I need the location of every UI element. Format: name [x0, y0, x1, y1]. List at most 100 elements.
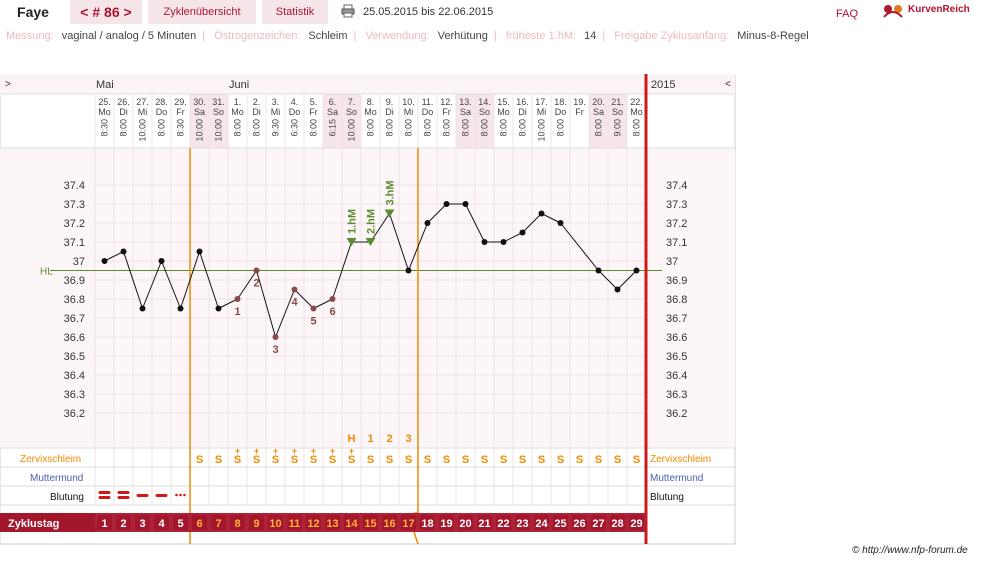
bleeding-heavy[interactable]: [117, 496, 130, 499]
temp-point[interactable]: [253, 267, 260, 274]
zervix-value[interactable]: S: [234, 454, 241, 466]
cycle-day-cell[interactable]: [171, 513, 190, 532]
tab-statistik[interactable]: Statistik: [262, 0, 328, 24]
zervix-value[interactable]: S: [367, 454, 374, 466]
cycle-day-cell[interactable]: [456, 513, 475, 532]
temp-point[interactable]: [557, 220, 564, 226]
zervix-value[interactable]: S: [614, 454, 621, 466]
temp-point[interactable]: [177, 305, 184, 312]
temp-point[interactable]: [424, 220, 431, 226]
bleeding-medium[interactable]: [136, 494, 149, 497]
nav-next-button[interactable]: <: [725, 79, 731, 90]
temp-point[interactable]: [500, 239, 507, 245]
tab-zyklenuebersicht[interactable]: Zyklenübersicht: [148, 0, 256, 24]
zervix-value[interactable]: S: [291, 454, 298, 466]
cycle-day-cell[interactable]: [513, 513, 532, 532]
zervix-value[interactable]: S: [329, 454, 336, 466]
printer-icon[interactable]: [341, 4, 355, 18]
zervix-value[interactable]: S: [386, 454, 393, 466]
cycle-day-cell[interactable]: [228, 513, 247, 532]
zervix-value[interactable]: S: [348, 454, 355, 466]
zervix-value[interactable]: S: [215, 454, 222, 466]
zervix-value[interactable]: S: [557, 454, 564, 466]
cycle-day-cell[interactable]: [247, 513, 266, 532]
cycle-selector[interactable]: < # 86 >: [70, 0, 142, 24]
zervix-plus-mark: +: [273, 446, 278, 456]
temp-point[interactable]: [310, 305, 317, 312]
cycle-day-cell[interactable]: [342, 513, 361, 532]
cycle-day-cell[interactable]: [152, 513, 171, 532]
cycle-day-cell[interactable]: [418, 513, 437, 532]
cycle-day-cell[interactable]: [133, 513, 152, 532]
zervix-value[interactable]: S: [424, 454, 431, 466]
cycle-day-cell[interactable]: [437, 513, 456, 532]
temp-point[interactable]: [443, 201, 450, 207]
faq-link[interactable]: FAQ: [836, 8, 859, 20]
cycle-day-cell[interactable]: [304, 513, 323, 532]
bleeding-light[interactable]: [175, 493, 178, 497]
zervix-value[interactable]: S: [500, 454, 507, 466]
zervix-value[interactable]: S: [310, 454, 317, 466]
bleeding-heavy[interactable]: [98, 496, 111, 499]
bleeding-light[interactable]: [179, 493, 182, 497]
zervix-value[interactable]: S: [538, 454, 545, 466]
cycle-day-cell[interactable]: [380, 513, 399, 532]
zervix-value[interactable]: S: [633, 454, 640, 466]
bleeding-heavy[interactable]: [117, 491, 130, 494]
cycle-day-cell[interactable]: [361, 513, 380, 532]
cycle-day-cell[interactable]: [190, 513, 209, 532]
cycle-day-cell[interactable]: [114, 513, 133, 532]
cycle-day-cell[interactable]: [589, 513, 608, 532]
temp-point[interactable]: [462, 201, 469, 207]
zervix-value[interactable]: S: [595, 454, 602, 466]
temp-point[interactable]: [405, 267, 412, 274]
temp-point[interactable]: [291, 286, 298, 293]
cycle-day-cell[interactable]: [95, 513, 114, 532]
temp-point[interactable]: [158, 258, 165, 264]
cycle-day-cell[interactable]: [323, 513, 342, 532]
bleeding-heavy[interactable]: [98, 491, 111, 494]
cycle-day-cell[interactable]: [608, 513, 627, 532]
nav-prev-button[interactable]: >: [5, 79, 11, 90]
temp-point[interactable]: [120, 248, 127, 255]
zervix-value[interactable]: S: [481, 454, 488, 466]
cycle-day-cell[interactable]: [551, 513, 570, 532]
cycle-day-cell[interactable]: [494, 513, 513, 532]
cycle-day-cell[interactable]: [266, 513, 285, 532]
zervix-value[interactable]: S: [443, 454, 450, 466]
zervix-value[interactable]: S: [253, 454, 260, 466]
temp-point[interactable]: [215, 305, 222, 312]
temp-point-high[interactable]: [365, 238, 376, 246]
temp-point[interactable]: [272, 334, 279, 340]
cycle-day-cell[interactable]: [570, 513, 589, 532]
kurvenreich-logo-icon[interactable]: [880, 3, 980, 21]
zervix-value[interactable]: S: [576, 454, 583, 466]
temp-point[interactable]: [538, 210, 545, 217]
zervix-value[interactable]: S: [519, 454, 526, 466]
cycle-day-cell[interactable]: [285, 513, 304, 532]
temp-point[interactable]: [614, 286, 621, 293]
zervix-value[interactable]: S: [196, 454, 203, 466]
temp-point[interactable]: [329, 296, 336, 302]
temp-point-high[interactable]: [384, 209, 395, 218]
zervix-value[interactable]: S: [272, 454, 279, 466]
bleeding-medium[interactable]: [155, 494, 168, 497]
temp-point[interactable]: [481, 239, 488, 245]
cycle-day-cell[interactable]: [532, 513, 551, 532]
cycle-day-cell[interactable]: [399, 513, 418, 532]
temp-point[interactable]: [234, 296, 241, 302]
temp-point[interactable]: [633, 267, 640, 274]
temp-point[interactable]: [139, 305, 146, 312]
bleeding-light[interactable]: [183, 493, 186, 497]
zervix-value[interactable]: S: [462, 454, 469, 466]
info-separator: |: [353, 30, 357, 42]
temp-point[interactable]: [595, 267, 602, 274]
cycle-day-cell[interactable]: [209, 513, 228, 532]
cycle-day-cell[interactable]: [627, 513, 646, 532]
temp-point-high[interactable]: [346, 238, 357, 246]
temp-point[interactable]: [101, 258, 108, 264]
temp-point[interactable]: [196, 248, 203, 255]
zervix-value[interactable]: S: [405, 454, 412, 466]
cycle-day-cell[interactable]: [475, 513, 494, 532]
temp-point[interactable]: [519, 229, 526, 236]
